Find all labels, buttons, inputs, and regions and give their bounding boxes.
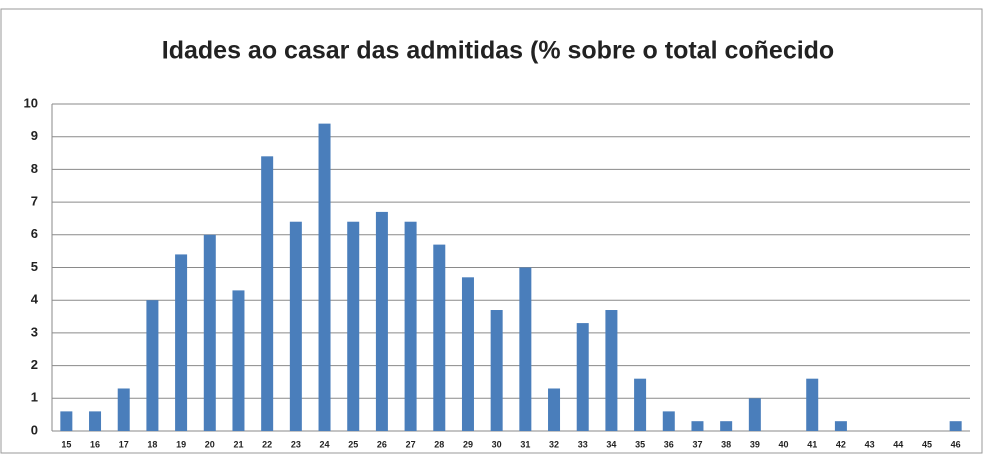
x-tick-label: 18 [147,439,157,449]
bar [375,211,388,431]
bar [949,421,962,431]
x-tick-label: 23 [291,439,301,449]
x-tick-label: 31 [520,439,530,449]
bar [691,421,704,431]
bar [146,300,159,431]
x-tick-label: 34 [606,439,616,449]
chart-title: Idades ao casar das admitidas (% sobre o… [162,37,834,65]
bar [576,323,589,431]
x-tick-label: 22 [262,439,272,449]
x-tick-label: 38 [721,439,731,449]
x-tick-label: 32 [549,439,559,449]
y-tick-label: 5 [31,259,38,274]
y-tick-label: 10 [24,95,38,110]
x-tick-label: 19 [176,439,186,449]
x-tick-label: 35 [635,439,645,449]
bar [748,398,761,431]
x-tick-label: 46 [951,439,961,449]
x-tick-label: 39 [750,439,760,449]
y-tick-label: 9 [31,128,38,143]
y-tick-label: 0 [31,422,38,437]
y-tick-label: 6 [31,226,38,241]
bar [289,221,302,431]
x-tick-label: 24 [320,439,330,449]
bar [490,310,503,431]
x-tick-label: 15 [61,439,71,449]
bar [89,411,102,431]
bar [806,378,819,431]
x-tick-label: 30 [492,439,502,449]
x-tick-label: 40 [779,439,789,449]
y-tick-label: 2 [31,357,38,372]
bar [634,378,647,431]
y-tick-label: 4 [31,292,39,307]
x-tick-label: 36 [664,439,674,449]
bar [834,421,847,431]
bar [261,156,274,431]
bar [60,411,73,431]
x-tick-label: 41 [807,439,817,449]
y-tick-label: 7 [31,194,38,209]
bar [519,267,532,431]
x-tick-label: 42 [836,439,846,449]
bar [433,244,446,431]
bar [117,388,130,431]
bar [232,290,245,431]
x-tick-label: 43 [865,439,875,449]
bar [548,388,561,431]
x-tick-label: 21 [233,439,243,449]
bar [461,277,474,431]
x-tick-label: 27 [406,439,416,449]
bar [347,221,360,431]
bar [605,310,618,431]
y-tick-label: 1 [31,390,38,405]
bar [318,123,331,432]
x-tick-label: 37 [692,439,702,449]
bar [203,234,216,431]
bar [175,254,188,431]
x-tick-label: 44 [893,439,903,449]
x-tick-label: 20 [205,439,215,449]
bar [662,411,675,431]
x-tick-label: 26 [377,439,387,449]
x-tick-label: 16 [90,439,100,449]
x-tick-label: 25 [348,439,358,449]
y-tick-label: 3 [31,324,38,339]
y-tick-label: 8 [31,161,38,176]
x-tick-label: 17 [119,439,129,449]
x-tick-label: 45 [922,439,932,449]
x-tick-label: 33 [578,439,588,449]
x-tick-label: 29 [463,439,473,449]
bar [404,221,417,431]
x-tick-label: 28 [434,439,444,449]
bar [720,421,733,431]
